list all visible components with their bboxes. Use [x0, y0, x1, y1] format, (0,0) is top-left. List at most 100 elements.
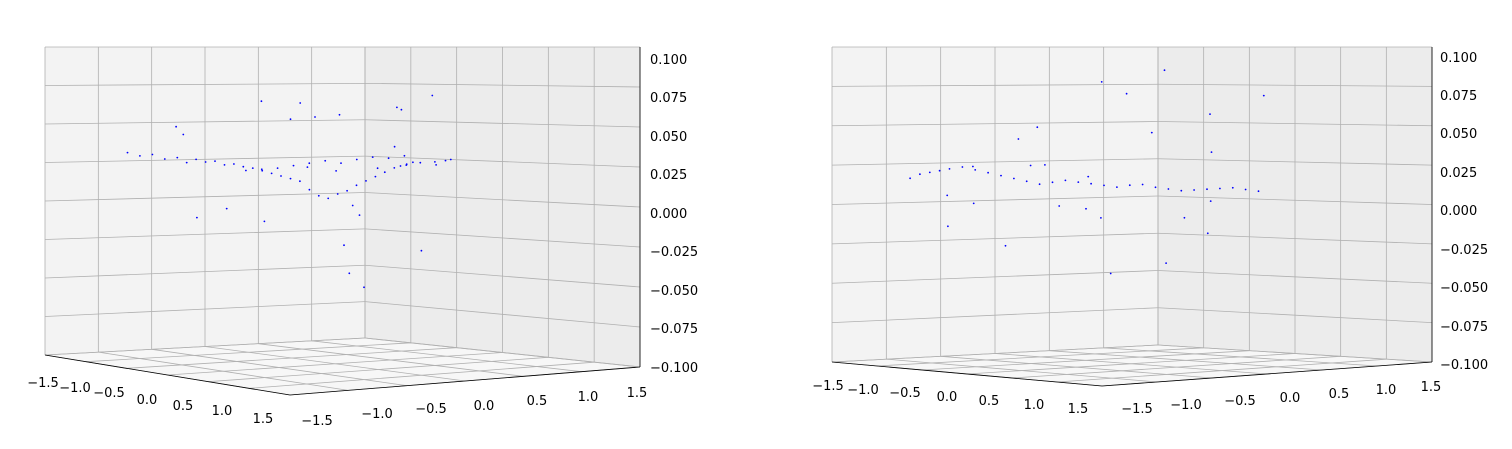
floor-gridline	[1103, 347, 1378, 367]
scatter-point	[1000, 174, 1002, 177]
scatter-point	[225, 207, 228, 210]
scatter-point	[1206, 188, 1208, 191]
scatter-point	[306, 166, 309, 169]
left-plot-a-ticks: −1.5 −1.0 −0.5 0.0 0.5 1.0 1.5	[27, 376, 273, 427]
scatter-point	[1154, 186, 1157, 189]
scatter-point	[1058, 205, 1061, 207]
right-plot-points	[909, 69, 1265, 275]
scatter-point	[280, 175, 282, 177]
scatter-point	[972, 202, 975, 205]
scatter-point	[1100, 81, 1103, 83]
tick-label: −1.5	[1121, 402, 1153, 417]
tick-label: 0.000	[650, 207, 687, 222]
left-plot-b-ticks: −1.5 −1.0 −0.5 0.0 0.5 1.0 1.5	[301, 386, 647, 429]
tick-label: 0.0	[474, 399, 495, 414]
scatter-point	[204, 161, 207, 163]
scatter-point	[1180, 189, 1183, 192]
scatter-point	[182, 133, 185, 136]
tick-label: 0.050	[650, 130, 687, 145]
tick-label: 0.025	[1440, 166, 1477, 181]
scatter-point	[1125, 92, 1128, 95]
scatter-point	[346, 189, 348, 192]
scatter-point	[393, 167, 396, 169]
tick-label: 1.5	[1421, 380, 1442, 395]
scatter-point	[365, 180, 367, 182]
scatter-point	[972, 165, 974, 168]
scatter-point	[1150, 131, 1153, 134]
scatter-point	[223, 164, 226, 166]
scatter-point	[348, 272, 351, 275]
subplot-left: −1.5 −1.0 −0.5 0.0 0.5 1.0 1.5 −1.5 −1.0…	[27, 46, 698, 429]
left-plot-points	[126, 94, 452, 289]
tick-label: −0.100	[1440, 358, 1488, 373]
scatter-point	[1163, 69, 1166, 72]
scatter-point	[1206, 232, 1209, 235]
scatter-point	[261, 169, 264, 172]
tick-label: 0.100	[1440, 51, 1477, 66]
scatter-point	[947, 225, 949, 228]
scatter-point	[383, 171, 386, 174]
scatter-point	[961, 166, 964, 168]
tick-label: −0.5	[415, 402, 447, 417]
tick-label: −0.5	[1224, 394, 1256, 409]
scatter-point	[1116, 186, 1118, 189]
left-plot-axis-lines	[44, 47, 641, 396]
tick-label: 0.5	[979, 394, 1000, 409]
scatter-point	[126, 151, 129, 154]
tick-label: −1.0	[361, 407, 393, 422]
scatter-point	[299, 180, 301, 183]
scatter-point	[1090, 182, 1092, 185]
scatter-point	[324, 159, 327, 162]
floor-gridline	[311, 340, 582, 373]
tick-label: −1.5	[812, 379, 844, 394]
scatter-point	[1044, 164, 1046, 166]
tick-label: −0.100	[650, 361, 698, 376]
scatter-point	[928, 171, 931, 174]
tick-label: 1.0	[1376, 383, 1397, 398]
scatter-point	[948, 168, 951, 170]
scatter-point	[270, 172, 273, 175]
scatter-point	[1109, 272, 1112, 275]
scatter-point	[371, 156, 374, 159]
scatter-point	[946, 194, 949, 197]
scatter-point	[299, 102, 302, 104]
scatter-point	[1100, 217, 1102, 219]
tick-label: −0.5	[93, 386, 125, 401]
scatter-point	[355, 184, 358, 187]
tick-label: −0.075	[1440, 320, 1488, 335]
scatter-point	[1064, 179, 1067, 182]
tick-label: −0.050	[650, 284, 698, 299]
scatter-point	[351, 204, 354, 207]
scatter-point	[163, 158, 166, 160]
scatter-point	[1262, 94, 1265, 97]
tick-label: 0.5	[1329, 387, 1350, 402]
scatter-point	[1209, 200, 1212, 203]
scatter-point	[1025, 180, 1028, 183]
scatter-point	[1231, 186, 1234, 189]
scatter-point	[233, 163, 235, 165]
tick-label: 0.075	[650, 91, 687, 106]
tick-label: 1.0	[212, 404, 233, 419]
scatter-point	[387, 157, 390, 160]
scatter-point	[1087, 175, 1090, 178]
scatter-point	[308, 162, 311, 165]
scatter-point	[1017, 138, 1020, 140]
scatter-point	[1219, 187, 1221, 190]
right-plot-b-ticks: −1.5 −1.0 −0.5 0.0 0.5 1.0 1.5	[1121, 380, 1441, 417]
scatter-point	[343, 244, 345, 247]
scatter-point	[449, 158, 452, 161]
tick-label: −1.0	[847, 383, 879, 398]
tick-label: −0.025	[1440, 243, 1488, 258]
scatter-point	[974, 169, 977, 171]
scatter-point	[1036, 126, 1039, 129]
scatter-point	[1051, 181, 1054, 184]
scatter-point	[292, 164, 295, 167]
scatter-point	[1128, 184, 1131, 187]
scatter-point	[358, 214, 361, 217]
right-plot-floor	[832, 345, 1432, 386]
tick-label: 1.0	[1024, 398, 1045, 413]
tick-label: 0.100	[650, 53, 687, 68]
scatter-point	[1013, 177, 1015, 180]
scatter-point	[289, 118, 292, 121]
